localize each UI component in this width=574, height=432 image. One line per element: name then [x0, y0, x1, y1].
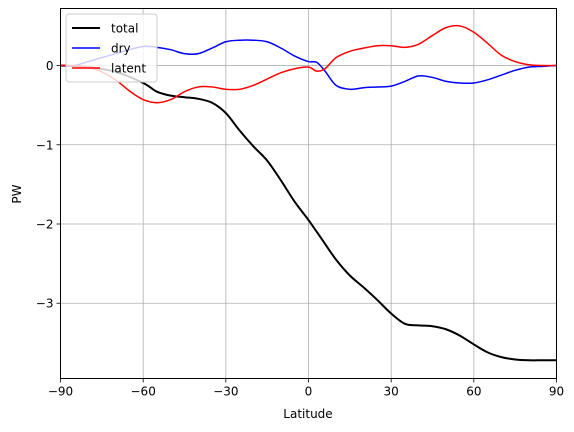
- y-tick-label: −2: [36, 218, 54, 232]
- series-line-latent: [60, 24, 557, 104]
- x-axis-title: Latitude: [283, 407, 332, 421]
- legend-label-total: total: [111, 22, 138, 36]
- x-tick-label: 90: [549, 385, 564, 399]
- x-tick-label: −30: [213, 385, 238, 399]
- legend-box: [65, 13, 158, 83]
- y-tick-label: 0: [46, 59, 54, 73]
- x-tick-label: 60: [466, 385, 481, 399]
- legend: total dry latent: [65, 13, 158, 83]
- y-axis-title: PW: [10, 184, 24, 203]
- axis-ticks: −90 −60 −30 0 30 60 90 0 −1 −2 −3: [36, 59, 564, 398]
- legend-label-dry: dry: [111, 42, 131, 56]
- y-tick-label: −3: [36, 297, 54, 311]
- y-tick-label: −1: [36, 138, 54, 152]
- legend-label-latent: latent: [111, 62, 146, 76]
- x-tick-label: 0: [305, 385, 313, 399]
- x-tick-label: 30: [384, 385, 399, 399]
- x-tick-label: −60: [131, 385, 156, 399]
- x-tick-label: −90: [48, 385, 73, 399]
